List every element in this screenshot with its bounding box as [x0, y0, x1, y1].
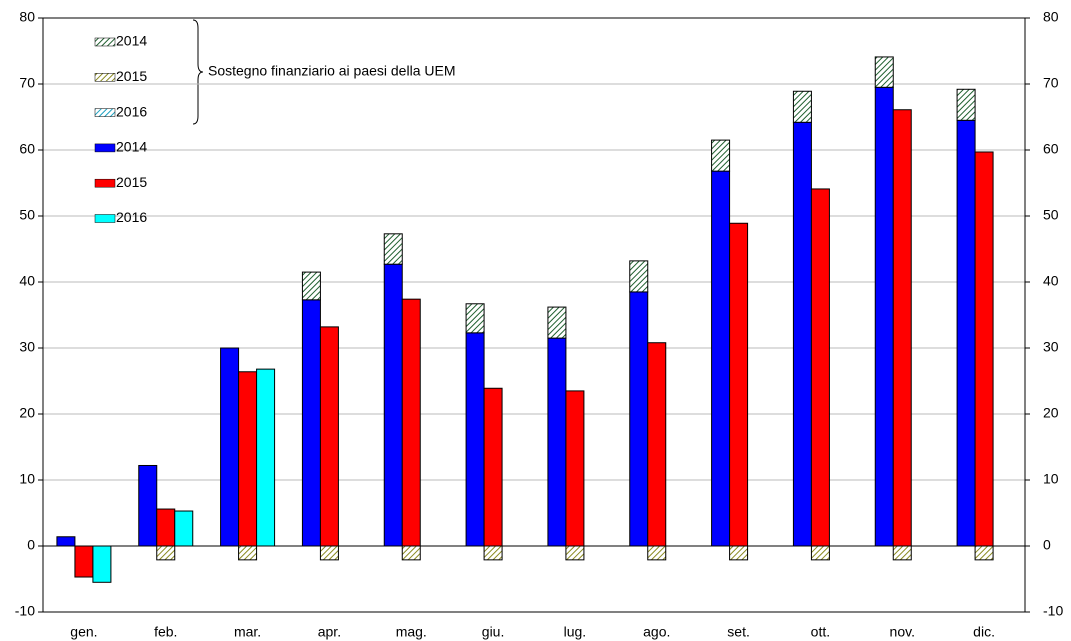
support-bar — [711, 139, 731, 172]
y-tick-label: 50 — [19, 207, 35, 223]
bar — [810, 188, 830, 547]
support-bar — [874, 56, 894, 88]
bar — [792, 121, 812, 547]
bar — [401, 298, 421, 547]
y2-tick-label: 30 — [1043, 339, 1059, 355]
bar — [892, 109, 912, 547]
support-bar — [647, 545, 667, 561]
support-bar — [729, 545, 749, 561]
bar — [483, 387, 503, 547]
y2-tick-label: 40 — [1043, 273, 1059, 289]
support-bar — [401, 545, 421, 561]
bar — [383, 263, 403, 547]
x-tick-label: ott. — [811, 624, 830, 640]
x-tick-label: set. — [727, 624, 750, 640]
bar — [319, 326, 339, 547]
bar — [629, 291, 649, 547]
bar — [238, 371, 258, 547]
x-tick-label: dic. — [973, 624, 995, 640]
y-tick-label: 20 — [19, 405, 35, 421]
support-bar — [483, 545, 503, 561]
support-bar — [629, 260, 649, 293]
y2-tick-label: 60 — [1043, 141, 1059, 157]
bar — [220, 347, 240, 547]
bar — [956, 119, 976, 547]
y2-tick-label: 0 — [1043, 537, 1051, 553]
y2-tick-label: 10 — [1043, 471, 1059, 487]
bar — [974, 151, 994, 547]
legend-swatch — [94, 108, 116, 117]
support-bar — [956, 88, 976, 121]
y2-tick-label: 70 — [1043, 75, 1059, 91]
legend-label: 2016 — [116, 103, 147, 119]
y-tick-label: 80 — [19, 9, 35, 25]
x-tick-label: apr. — [318, 624, 341, 640]
bar — [156, 508, 176, 547]
legend-swatch — [94, 143, 116, 153]
bar — [74, 545, 94, 578]
y2-tick-label: 20 — [1043, 405, 1059, 421]
legend-swatch — [94, 178, 116, 188]
y-tick-label: 10 — [19, 471, 35, 487]
bar — [174, 510, 194, 547]
y2-tick-label: 80 — [1043, 9, 1059, 25]
x-tick-label: mag. — [396, 624, 427, 640]
x-tick-label: ago. — [643, 624, 670, 640]
bar — [647, 342, 667, 547]
annotation: Sostegno finanziario ai paesi della UEM — [208, 63, 455, 79]
bar — [256, 368, 276, 547]
bar — [711, 170, 731, 547]
plot-frame — [42, 17, 1026, 613]
bar — [92, 545, 112, 583]
legend-label: 2014 — [116, 139, 147, 155]
legend-label: 2015 — [116, 174, 147, 190]
bar — [301, 299, 321, 547]
x-tick-label: gen. — [70, 624, 97, 640]
legend-label: 2015 — [116, 68, 147, 84]
brace — [192, 19, 204, 125]
support-bar — [547, 306, 567, 339]
y-tick-label: 30 — [19, 339, 35, 355]
legend-swatch — [94, 37, 116, 47]
support-bar — [810, 545, 830, 561]
y-tick-label: 40 — [19, 273, 35, 289]
bar — [56, 536, 76, 547]
support-bar — [565, 545, 585, 561]
bar — [874, 86, 894, 547]
y-tick-label: 0 — [27, 537, 35, 553]
bar — [547, 337, 567, 547]
bar — [729, 222, 749, 547]
y-tick-label: 60 — [19, 141, 35, 157]
legend-swatch — [94, 214, 116, 223]
legend-swatch — [94, 73, 116, 82]
bar — [465, 332, 485, 547]
legend-label: 2014 — [116, 33, 147, 49]
x-tick-label: mar. — [234, 624, 261, 640]
x-tick-label: lug. — [564, 624, 587, 640]
x-tick-label: feb. — [154, 624, 177, 640]
x-tick-label: giu. — [482, 624, 505, 640]
support-bar — [319, 545, 339, 561]
y2-tick-label: 50 — [1043, 207, 1059, 223]
support-bar — [974, 545, 994, 561]
legend-label: 2016 — [116, 209, 147, 225]
support-bar — [156, 545, 176, 561]
support-bar — [465, 303, 485, 334]
support-bar — [892, 545, 912, 561]
y-tick-label: 70 — [19, 75, 35, 91]
bar — [138, 464, 158, 547]
y2-tick-label: -10 — [1043, 603, 1063, 619]
support-bar — [383, 233, 403, 265]
support-bar — [301, 271, 321, 301]
bar — [565, 390, 585, 547]
support-bar — [238, 545, 258, 561]
support-bar — [792, 90, 812, 123]
y-tick-label: -10 — [15, 603, 35, 619]
x-tick-label: nov. — [890, 624, 915, 640]
